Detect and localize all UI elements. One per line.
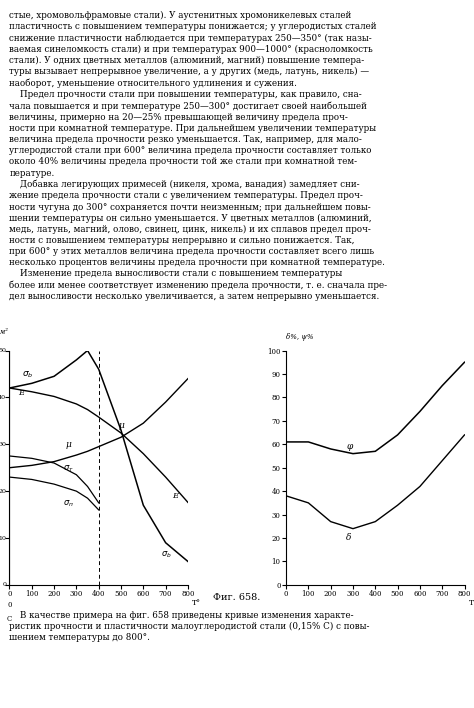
Text: 0: 0: [7, 601, 12, 610]
Text: $\sigma_т$: $\sigma_т$: [63, 463, 74, 474]
Text: $\sigma_b$: $\sigma_b$: [161, 550, 172, 560]
Text: $\sigma_b$: $\sigma_b$: [22, 370, 33, 379]
Text: σ кг/мм²: σ кг/мм²: [0, 329, 8, 336]
Text: 20: 20: [0, 489, 6, 493]
Text: δ: δ: [346, 533, 352, 542]
Text: μ: μ: [65, 440, 71, 449]
Text: E: E: [18, 389, 24, 397]
Text: В качестве примера на фиг. 658 приведены кривые изменения характе-
ристик прочно: В качестве примера на фиг. 658 приведены…: [9, 611, 370, 642]
Text: Фиг. 658.: Фиг. 658.: [213, 593, 261, 603]
Text: $\sigma_п$: $\sigma_п$: [63, 498, 74, 509]
Text: 30: 30: [0, 442, 6, 447]
Text: 40: 40: [0, 395, 6, 400]
Text: T°: T°: [469, 599, 474, 607]
Text: T°: T°: [192, 599, 201, 607]
Text: φ: φ: [346, 442, 353, 451]
Text: C: C: [7, 615, 12, 623]
Text: 0: 0: [2, 583, 6, 588]
Text: 10: 10: [0, 535, 6, 540]
Text: μ: μ: [119, 421, 125, 430]
Text: стые, хромовольфрамовые стали). У аустенитных хромоникелевых сталей
пластичность: стые, хромовольфрамовые стали). У аустен…: [9, 11, 388, 302]
Text: δ%, ψ%: δ%, ψ%: [286, 333, 314, 341]
Text: E: E: [173, 492, 178, 500]
Text: 50: 50: [0, 348, 6, 353]
